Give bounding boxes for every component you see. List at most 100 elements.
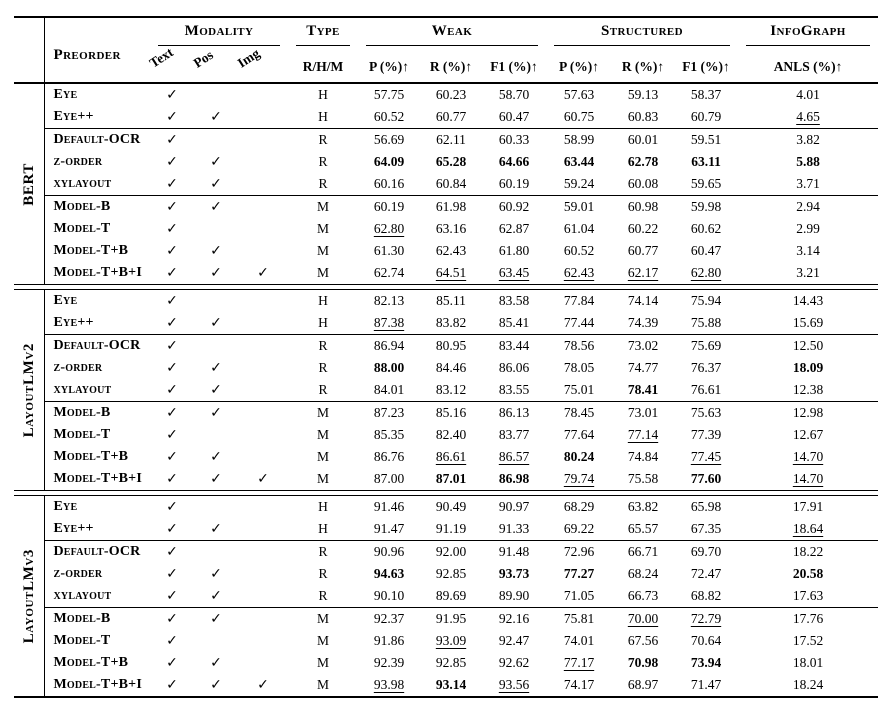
cell-weak-f1: 83.44 [482, 334, 546, 357]
col-group-weak: Weak [358, 16, 546, 48]
text-check-icon: ✓ [166, 633, 178, 649]
cell-structured-r: 74.84 [627, 449, 659, 464]
cell-weak-p: 87.38 [373, 315, 405, 330]
text-check-icon: ✓ [150, 195, 194, 218]
text-check-icon: ✓ [166, 176, 178, 192]
table-row-z-order: z-order ✓ ✓ R 64.09 65.28 64.66 63.44 62.78 63.11… [14, 151, 878, 173]
col-group-infograph: InfoGraph [738, 16, 879, 48]
preorder-label: Model-T+B+I [53, 265, 142, 280]
model-label-text: LayoutLMv3 [20, 548, 37, 644]
cell-structured-f1: 62.80 [690, 265, 722, 280]
empty-cell [194, 424, 238, 446]
empty-cell [238, 334, 288, 357]
cell-weak-p: 92.39 [373, 655, 405, 670]
model-column-header [14, 16, 45, 84]
cell-structured-p: 79.74 [563, 471, 595, 486]
empty-cell [238, 379, 288, 402]
text-check-icon: ✓ [166, 382, 178, 398]
cell-structured-r: 68.24 [627, 566, 659, 581]
cell-infograph-anls: 15.69 [792, 315, 824, 330]
model-label-text: LayoutLMv2 [20, 342, 37, 438]
cell-structured-r: 63.82 [627, 499, 659, 514]
cell-infograph-anls: 18.01 [792, 655, 824, 670]
cell-structured-p: 57.63 [563, 87, 595, 102]
cell-weak-p: 91.47 [373, 521, 405, 536]
paper-table-sheet: Preorder Modality Type Weak Structured I… [14, 16, 879, 698]
preorder-label: Model-T [53, 427, 111, 442]
table-row-model-t-b: Model-T+B ✓ ✓ M 61.30 62.43 61.80 60.52 60.77 60.… [14, 240, 878, 262]
empty-cell [238, 195, 288, 218]
empty-cell [238, 652, 288, 674]
empty-cell [238, 240, 288, 262]
cell-structured-f1: 72.47 [690, 566, 722, 581]
text-check-icon: ✓ [150, 401, 194, 424]
cell-structured-f1: 75.94 [690, 293, 722, 308]
cell-infograph-anls: 18.09 [792, 360, 824, 375]
pos-check-icon: ✓ [194, 401, 238, 424]
cell-structured-p: 61.04 [563, 221, 595, 236]
text-check-icon: ✓ [166, 655, 178, 671]
preorder-label: z-order [53, 360, 103, 375]
cell-weak-r: 93.09 [435, 633, 467, 648]
cell-infograph-anls: 17.91 [792, 499, 824, 514]
cell-infograph-anls: 12.67 [792, 427, 824, 442]
preorder-label: xylayout [53, 588, 112, 603]
cell-weak-p: 64.09 [373, 154, 405, 169]
text-check-icon: ✓ [166, 566, 178, 582]
table-row-model-t: Model-T ✓ M 91.86 93.09 92.47 74.01 67.56 70.64 1… [14, 630, 878, 652]
pos-check-icon: ✓ [210, 109, 222, 125]
cell-weak-f1: 85.41 [498, 315, 530, 330]
col-header-weak-f1: F1 (%)↑ [482, 48, 546, 84]
cell-structured-p: 69.22 [563, 521, 595, 536]
empty-cell [238, 128, 288, 151]
text-check-icon: ✓ [166, 315, 178, 331]
cell-structured-p: 62.43 [563, 265, 595, 280]
cell-structured-r: 78.41 [627, 382, 659, 397]
cell-weak-f1: 63.45 [498, 265, 530, 280]
cell-structured-r: 60.22 [627, 221, 659, 236]
col-header-structured-r: R (%)↑ [612, 48, 674, 84]
type-value: R [318, 566, 328, 581]
cell-structured-p: 68.29 [563, 499, 595, 514]
type-value: R [318, 588, 328, 603]
cell-structured-r: 70.98 [627, 655, 659, 670]
type-value: M [288, 607, 358, 630]
cell-structured-p: 77.84 [563, 293, 595, 308]
preorder-label: Eye [53, 293, 78, 308]
empty-cell [238, 290, 288, 313]
text-check-icon: ✓ [166, 471, 178, 487]
model-label-layoutlmv2: LayoutLMv2 [14, 289, 45, 491]
cell-structured-f1: 65.98 [690, 499, 722, 514]
cell-structured-p: 78.56 [546, 334, 612, 357]
cell-weak-p: 86.94 [358, 334, 420, 357]
preorder-label: Default-OCR [44, 128, 150, 151]
cell-infograph-anls: 14.70 [792, 449, 824, 464]
table-row-xylayout: xylayout ✓ ✓ R 60.16 60.84 60.19 59.24 60.08 59.6… [14, 173, 878, 196]
col-header-rhm: R/H/M [288, 48, 358, 84]
cell-weak-r: 80.95 [420, 334, 482, 357]
cell-weak-p: 60.52 [373, 109, 405, 124]
cell-structured-r: 74.77 [627, 360, 659, 375]
cell-weak-f1: 62.87 [498, 221, 530, 236]
cell-structured-f1: 63.11 [691, 154, 721, 169]
text-check-icon: ✓ [150, 128, 194, 151]
cell-structured-r: 70.00 [612, 607, 674, 630]
cell-infograph-anls: 3.21 [796, 265, 820, 280]
type-value: M [316, 221, 329, 236]
group-separator-double-rule [14, 284, 879, 290]
cell-infograph-anls: 12.38 [792, 382, 824, 397]
text-check-icon: ✓ [166, 154, 178, 170]
cell-structured-p: 78.45 [546, 401, 612, 424]
cell-weak-f1: 60.47 [498, 109, 530, 124]
text-check-icon: ✓ [150, 607, 194, 630]
cell-structured-f1: 75.69 [674, 334, 739, 357]
cell-weak-r: 64.51 [435, 265, 467, 280]
table-row-eye-: Eye++ ✓ ✓ H 60.52 60.77 60.47 60.75 60.83 60.79 4.… [14, 106, 878, 129]
cell-structured-f1: 60.79 [690, 109, 722, 124]
cell-structured-r: 77.14 [627, 427, 659, 442]
cell-weak-r: 60.23 [435, 87, 467, 102]
double-rule [14, 490, 879, 496]
pos-check-icon: ✓ [210, 471, 222, 487]
cell-structured-p: 80.24 [563, 449, 595, 464]
empty-cell [238, 357, 288, 379]
